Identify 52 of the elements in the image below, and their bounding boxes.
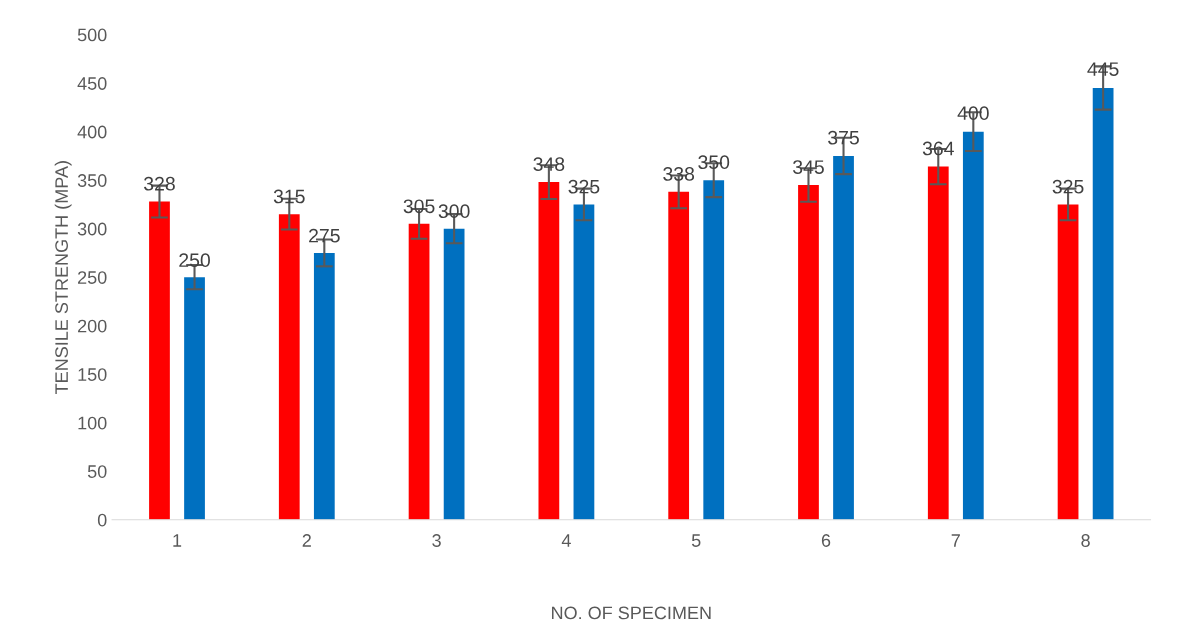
bar [927,166,949,520]
bar [573,204,595,520]
data-label: 300 [438,204,470,219]
data-label: 350 [698,155,730,170]
data-label: 315 [273,189,305,204]
y-tick-label: 150 [78,368,107,381]
bar [798,185,819,520]
bar [1092,88,1114,520]
y-tick-label: 200 [78,319,107,333]
bar [1057,204,1079,520]
data-label: 250 [179,253,210,268]
bar [703,180,725,520]
data-label: 348 [533,157,565,172]
bar [313,252,335,520]
bar [149,201,170,520]
y-tick-label: 350 [77,174,107,187]
y-tick-label: 300 [77,222,107,236]
bar [538,182,560,520]
x-tick-label: 3 [432,534,441,547]
data-label: 364 [922,141,954,156]
y-tick-label: 500 [77,28,107,42]
data-label: 345 [793,160,824,174]
data-label: 275 [309,228,340,243]
data-label: 375 [828,130,859,145]
x-tick-label: 7 [951,534,960,547]
bar [443,228,465,520]
bar [184,277,205,520]
data-label: 325 [568,179,600,194]
y-tick-label: 50 [87,465,107,478]
data-label: 305 [403,199,435,214]
bar [962,131,984,520]
x-axis-title: NO. OF SPECIMEN [552,606,711,620]
y-tick-label: 450 [77,77,107,90]
data-label: 400 [957,106,989,121]
data-label: 325 [1052,179,1084,194]
x-tick-label: 5 [691,534,701,547]
x-tick-label: 6 [821,534,831,547]
y-axis-title: TENSILE STRENGTH (MPA) [54,161,72,394]
y-tick-label: 250 [78,271,107,284]
y-tick-label: 100 [78,416,107,430]
bar [833,155,854,520]
x-tick-label: 4 [561,534,571,547]
y-tick-label: 400 [77,125,107,139]
x-tick-label: 8 [1081,534,1090,547]
data-label: 338 [663,167,695,181]
data-label: 328 [144,176,175,191]
x-tick-label: 2 [302,534,311,547]
bar [408,223,430,520]
bar [278,214,300,520]
y-tick-label: 0 [97,513,107,527]
bar [668,191,690,520]
x-tick-label: 1 [173,534,182,547]
